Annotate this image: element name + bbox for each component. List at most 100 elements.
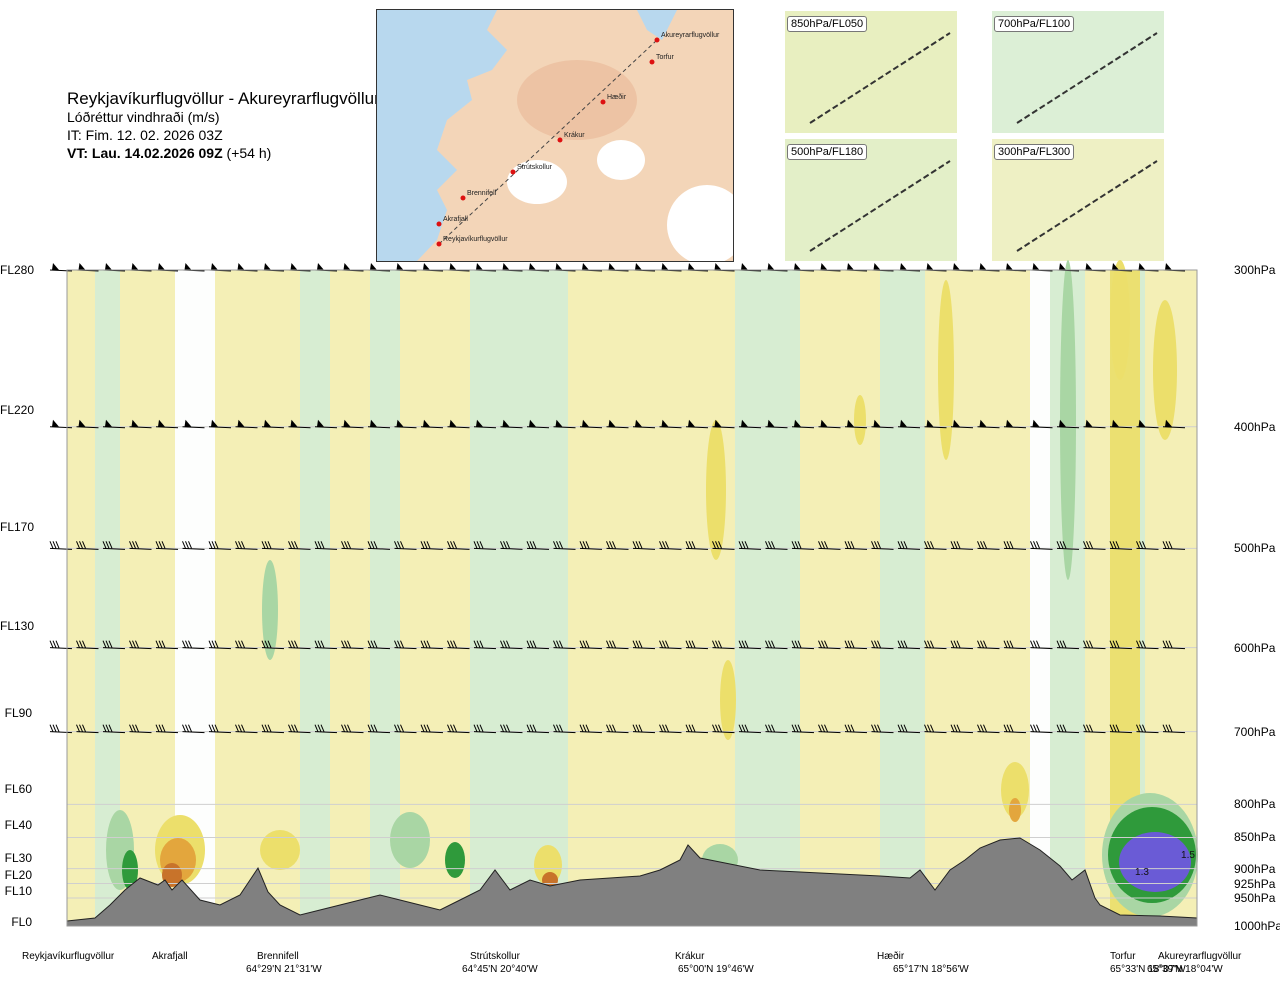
wind-barb bbox=[447, 541, 470, 550]
wind-barb bbox=[420, 419, 444, 429]
glacier-3 bbox=[667, 185, 733, 261]
waypoint-label: Reykjavíkurflugvöllur bbox=[22, 951, 115, 962]
svg-text:Hæðir: Hæðir bbox=[607, 93, 627, 101]
wind-barb bbox=[871, 541, 894, 550]
flight-level-label: FL40 bbox=[4, 818, 32, 832]
wind-barb bbox=[129, 541, 152, 550]
wind-barb bbox=[1109, 724, 1133, 734]
wind-barb bbox=[314, 724, 338, 734]
mini-map-850[interactable]: 850hPa/FL050 bbox=[785, 11, 957, 133]
wind-barb bbox=[367, 541, 391, 550]
wind-barb bbox=[155, 419, 179, 429]
wind-barb bbox=[659, 419, 682, 429]
wind-barb bbox=[924, 724, 947, 734]
field-cell bbox=[1060, 260, 1076, 580]
wind-barb bbox=[950, 541, 974, 550]
wind-barb bbox=[261, 541, 285, 550]
wind-barb bbox=[208, 419, 232, 429]
field-cell bbox=[938, 280, 954, 460]
flight-level-label: FL60 bbox=[4, 782, 32, 796]
wind-barb bbox=[950, 419, 974, 429]
pressure-level-label: 900hPa bbox=[1234, 861, 1276, 876]
fjord bbox=[637, 10, 677, 40]
wind-barb bbox=[1030, 640, 1053, 650]
waypoint-label: Akureyrarflugvöllur bbox=[1158, 951, 1242, 962]
wind-barb bbox=[738, 419, 762, 429]
wind-barb bbox=[1083, 541, 1106, 550]
wind-barb bbox=[765, 541, 788, 550]
mini-map-700[interactable]: 700hPa/FL100 bbox=[992, 11, 1164, 133]
wind-barb bbox=[76, 541, 99, 550]
svg-text:Akrafjall: Akrafjall bbox=[443, 216, 468, 223]
waypoint-coordinate: 65°17'N 18°56'W bbox=[893, 964, 969, 975]
wind-barb bbox=[685, 541, 709, 550]
wind-barb bbox=[447, 419, 470, 429]
wind-barb bbox=[49, 640, 73, 650]
field-band bbox=[690, 270, 735, 926]
wind-barb bbox=[102, 419, 126, 429]
wind-barb bbox=[897, 724, 921, 734]
route-line bbox=[438, 39, 658, 245]
field-cell bbox=[1009, 798, 1021, 822]
wind-barb bbox=[1030, 419, 1053, 429]
wind-barb bbox=[1056, 724, 1080, 734]
svg-text:Krákur: Krákur bbox=[564, 132, 585, 139]
wind-barb bbox=[76, 419, 99, 429]
wind-barb bbox=[155, 724, 179, 734]
waypoint-label: Brennifell bbox=[257, 951, 299, 962]
field-band bbox=[520, 270, 568, 926]
wind-barb bbox=[606, 724, 629, 734]
wind-barb bbox=[208, 724, 232, 734]
field-annotation: 1.5 bbox=[1181, 850, 1195, 861]
wind-barb bbox=[844, 419, 868, 429]
flight-level-label: FL20 bbox=[4, 868, 32, 882]
field-cell bbox=[720, 660, 736, 740]
pressure-level-label: 800hPa bbox=[1234, 797, 1276, 812]
wind-barb bbox=[765, 724, 788, 734]
wind-barb bbox=[1109, 640, 1133, 650]
pressure-level-label: 700hPa bbox=[1234, 724, 1276, 739]
wind-barb bbox=[1003, 541, 1027, 550]
wind-barb bbox=[235, 640, 258, 650]
mini-map-label: 300hPa/FL300 bbox=[994, 144, 1075, 160]
wind-barb bbox=[102, 724, 126, 734]
wind-barb bbox=[341, 419, 364, 429]
field-cell bbox=[262, 560, 278, 660]
map-waypoint: Torfur bbox=[649, 54, 675, 65]
mini-map-300-svg bbox=[992, 139, 1164, 261]
field-band bbox=[215, 270, 300, 926]
flight-level-label: FL220 bbox=[0, 403, 35, 417]
wind-barb bbox=[1056, 419, 1080, 429]
wind-barb bbox=[1056, 640, 1080, 650]
pressure-level-label: 925hPa bbox=[1234, 876, 1276, 891]
wind-barb bbox=[871, 640, 894, 650]
mini-map-label: 500hPa/FL180 bbox=[787, 144, 868, 160]
flight-level-label: FL10 bbox=[4, 884, 32, 898]
wind-barb bbox=[712, 640, 735, 650]
wind-barb bbox=[685, 419, 709, 429]
wind-barb bbox=[420, 640, 444, 650]
wind-barb bbox=[791, 541, 815, 550]
field-band bbox=[1030, 270, 1050, 926]
chart-frame bbox=[66, 269, 1198, 927]
pressure-level-label: 950hPa bbox=[1234, 891, 1276, 906]
field-cell bbox=[390, 812, 430, 868]
wind-barb bbox=[977, 541, 1000, 550]
map-waypoint: Strútskollur bbox=[510, 164, 553, 175]
valid-time-offset: (+54 h) bbox=[226, 145, 272, 161]
route-overview-map: Akureyrarflugvöllur Torfur Hæðir Krákur Strú… bbox=[376, 9, 734, 262]
map-waypoint: Reykjavíkurflugvöllur bbox=[436, 236, 508, 247]
svg-text:Brennifell: Brennifell bbox=[467, 190, 497, 197]
wind-barb bbox=[341, 541, 364, 550]
wind-barb bbox=[49, 263, 73, 272]
wind-barb bbox=[447, 724, 470, 734]
mini-map-500[interactable]: 500hPa/FL180 bbox=[785, 139, 957, 261]
map-waypoint: Brennifell bbox=[460, 190, 497, 201]
mini-map-300[interactable]: 300hPa/FL300 bbox=[992, 139, 1164, 261]
wind-barb bbox=[977, 724, 1000, 734]
field-cell bbox=[854, 395, 866, 445]
wind-barb bbox=[500, 541, 523, 550]
wind-barb bbox=[791, 640, 815, 650]
wind-barb bbox=[553, 419, 576, 429]
